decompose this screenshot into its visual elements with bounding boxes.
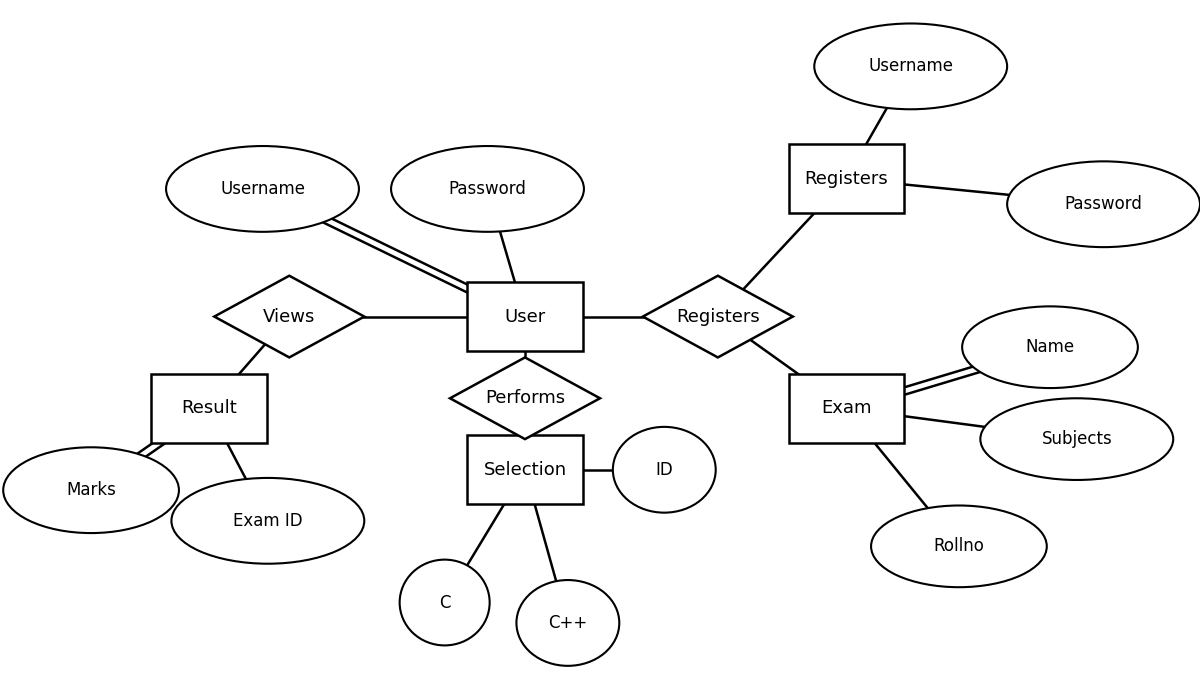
Text: Registers: Registers [804,170,888,188]
Bar [788,144,905,214]
Ellipse shape [400,559,490,646]
Text: Views: Views [263,307,316,326]
Ellipse shape [962,307,1138,388]
Ellipse shape [613,427,715,513]
Text: C: C [439,594,450,611]
Text: Performs: Performs [485,390,565,407]
Text: Exam: Exam [821,400,871,417]
Text: Password: Password [449,180,527,198]
Polygon shape [450,357,600,439]
Ellipse shape [871,506,1046,587]
Text: Selection: Selection [484,461,566,479]
Bar [788,374,905,443]
Bar [151,374,266,443]
Ellipse shape [4,448,179,533]
Text: Result: Result [181,400,236,417]
Text: Subjects: Subjects [1042,430,1112,448]
Ellipse shape [391,146,584,232]
Text: Username: Username [220,180,305,198]
Text: Exam ID: Exam ID [233,512,302,530]
Text: User: User [504,307,546,326]
Ellipse shape [166,146,359,232]
Bar [467,282,583,351]
Ellipse shape [1007,161,1200,247]
Text: Password: Password [1064,195,1142,213]
Text: Username: Username [869,57,953,75]
Text: ID: ID [655,461,673,479]
Polygon shape [643,276,793,357]
Ellipse shape [516,580,619,666]
Ellipse shape [980,398,1174,480]
Text: Marks: Marks [66,481,116,499]
Text: Rollno: Rollno [934,537,984,555]
Bar [467,435,583,504]
Text: C++: C++ [548,614,588,632]
Text: Name: Name [1026,338,1074,357]
Ellipse shape [815,24,1007,109]
Polygon shape [215,276,365,357]
Text: Registers: Registers [676,307,760,326]
Ellipse shape [172,478,365,563]
